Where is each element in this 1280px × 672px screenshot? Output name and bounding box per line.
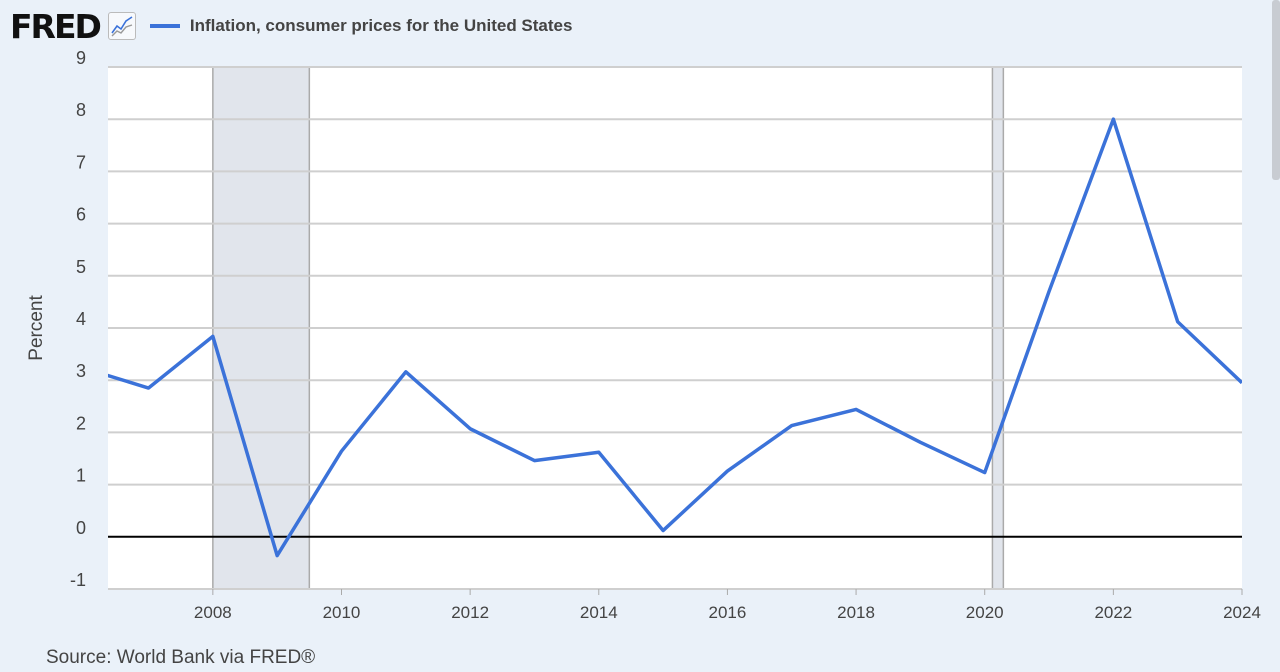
fred-logo[interactable]: FRED bbox=[10, 6, 102, 46]
y-tick-label: 0 bbox=[76, 518, 86, 538]
source-note: Source: World Bank via FRED® bbox=[46, 647, 316, 668]
x-tick-label: 2014 bbox=[580, 603, 618, 622]
y-tick-label: 5 bbox=[76, 257, 86, 277]
y-tick-label: 2 bbox=[76, 413, 86, 433]
legend-label: Inflation, consumer prices for the Unite… bbox=[189, 16, 573, 35]
legend-swatch bbox=[149, 24, 180, 28]
x-tick-label: 2012 bbox=[451, 603, 489, 622]
y-tick-label: 6 bbox=[76, 205, 86, 225]
y-tick-label: -1 bbox=[70, 570, 86, 590]
x-tick-label: 2016 bbox=[709, 603, 747, 622]
x-tick-label: 2008 bbox=[194, 603, 232, 622]
x-tick-label: 2020 bbox=[966, 603, 1004, 622]
x-tick-label: 2022 bbox=[1094, 603, 1132, 622]
y-tick-label: 1 bbox=[76, 466, 86, 486]
series-line bbox=[108, 117, 1242, 558]
x-tick-label: 2010 bbox=[323, 603, 361, 622]
y-tick-label: 9 bbox=[76, 48, 86, 68]
x-tick-label: 2024 bbox=[1223, 603, 1261, 622]
line-chart: -1 0 1 2 3 4 5 6 7 8 9 2008 2010 2012 2014 2016 2018 2020… bbox=[26, 48, 1261, 622]
y-tick-label: 3 bbox=[76, 361, 86, 381]
y-tick-label: 8 bbox=[76, 100, 86, 120]
chart-header: FRED Inflation, consumer prices for the … bbox=[10, 6, 573, 46]
scrollbar[interactable] bbox=[1272, 0, 1280, 180]
y-tick-label: 4 bbox=[76, 309, 86, 329]
y-tick-label: 7 bbox=[76, 152, 86, 172]
line-chart-icon bbox=[107, 12, 136, 40]
x-tick-label: 2018 bbox=[837, 603, 875, 622]
y-axis-label: Percent bbox=[26, 295, 47, 361]
